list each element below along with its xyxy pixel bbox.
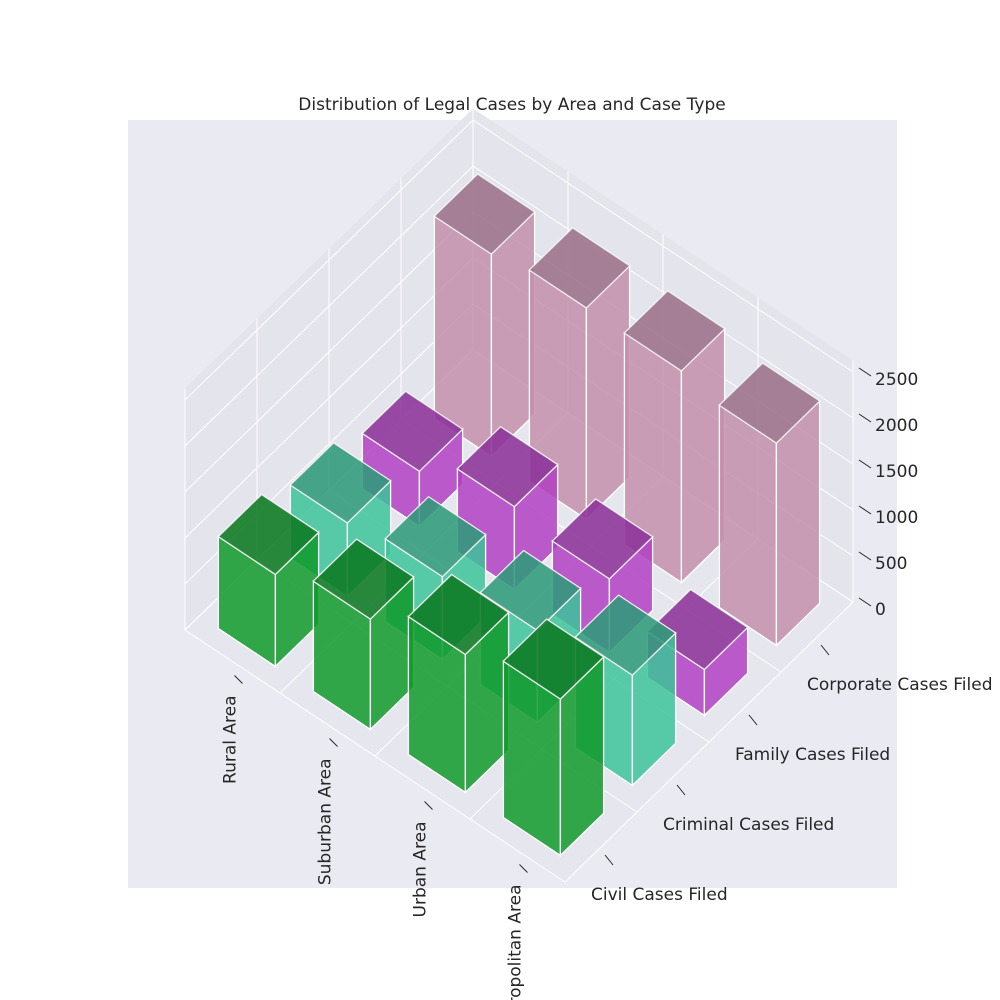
bar-shade bbox=[719, 363, 820, 443]
z-tick bbox=[858, 551, 872, 561]
bar-top bbox=[646, 588, 749, 671]
z-tick-label: 1500 bbox=[875, 462, 918, 482]
y-tick bbox=[676, 784, 686, 796]
bar-face bbox=[775, 399, 821, 647]
bar-shade bbox=[552, 499, 653, 579]
x-tick-label: Suburban Area bbox=[316, 759, 336, 886]
bar-top bbox=[479, 549, 582, 632]
legend-label: Family Cases Filed bbox=[735, 745, 890, 765]
bar-shade bbox=[434, 174, 535, 254]
bar-top bbox=[574, 594, 677, 676]
bar-shade bbox=[290, 443, 391, 523]
bar-shade bbox=[313, 539, 414, 619]
bar-face bbox=[585, 264, 631, 521]
bar bbox=[433, 173, 536, 458]
bar-top bbox=[502, 618, 605, 700]
z-tick bbox=[858, 597, 872, 607]
bar-shade bbox=[480, 550, 581, 631]
bar-shade bbox=[362, 391, 463, 472]
bar-shade bbox=[529, 228, 630, 308]
bar-shade bbox=[575, 595, 676, 675]
bar bbox=[623, 290, 726, 584]
bar bbox=[407, 573, 510, 794]
z-tick bbox=[858, 367, 872, 377]
chart-title: Distribution of Legal Cases by Area and … bbox=[298, 95, 725, 115]
z-tick-label: 0 bbox=[875, 600, 886, 620]
z-tick bbox=[858, 459, 872, 469]
bar-top bbox=[312, 538, 415, 620]
z-tick-label: 2000 bbox=[875, 416, 918, 436]
bar-shade bbox=[385, 496, 486, 577]
x-tick-label: Metropolitan Area bbox=[506, 885, 526, 1000]
bar bbox=[217, 493, 320, 668]
bar bbox=[312, 538, 415, 731]
bar-top bbox=[361, 390, 464, 473]
bar-face bbox=[680, 327, 726, 584]
z-tick-label: 2500 bbox=[875, 370, 918, 390]
x-tick-label: Rural Area bbox=[221, 696, 241, 784]
bar-shade bbox=[408, 574, 509, 655]
x-tick bbox=[234, 675, 243, 684]
bar-shade bbox=[624, 291, 725, 371]
bar-shade bbox=[503, 619, 604, 699]
bar-top bbox=[217, 493, 320, 576]
bar-shade bbox=[218, 494, 319, 575]
x-tick bbox=[519, 864, 528, 873]
bar-top bbox=[289, 442, 392, 524]
y-tick bbox=[748, 714, 758, 726]
bar-shade bbox=[647, 589, 748, 670]
bar-top bbox=[623, 290, 726, 372]
bar-face bbox=[718, 403, 778, 647]
z-tick-label: 1000 bbox=[875, 508, 918, 528]
bar bbox=[718, 362, 821, 647]
z-tick-label: 500 bbox=[875, 554, 907, 574]
x-tick bbox=[424, 801, 433, 810]
x-tick-label: Urban Area bbox=[411, 822, 431, 918]
bar-top bbox=[384, 495, 487, 578]
bar-face bbox=[490, 210, 536, 458]
bar-top bbox=[528, 227, 631, 309]
bar-top bbox=[718, 362, 821, 444]
legend-label: Civil Cases Filed bbox=[591, 885, 728, 905]
y-tick bbox=[820, 644, 830, 656]
y-tick bbox=[604, 854, 614, 866]
x-tick bbox=[329, 738, 338, 747]
bar-shade bbox=[457, 426, 558, 507]
z-tick bbox=[858, 413, 872, 423]
bar-top bbox=[456, 425, 559, 508]
bar-top bbox=[551, 498, 654, 580]
bar bbox=[502, 618, 605, 857]
bar bbox=[528, 227, 631, 521]
bar-top bbox=[433, 173, 536, 255]
bar-top bbox=[407, 573, 510, 656]
z-tick bbox=[858, 505, 872, 515]
legend-label: Corporate Cases Filed bbox=[807, 675, 993, 695]
grid-line bbox=[184, 629, 566, 883]
legend-label: Criminal Cases Filed bbox=[663, 815, 834, 835]
